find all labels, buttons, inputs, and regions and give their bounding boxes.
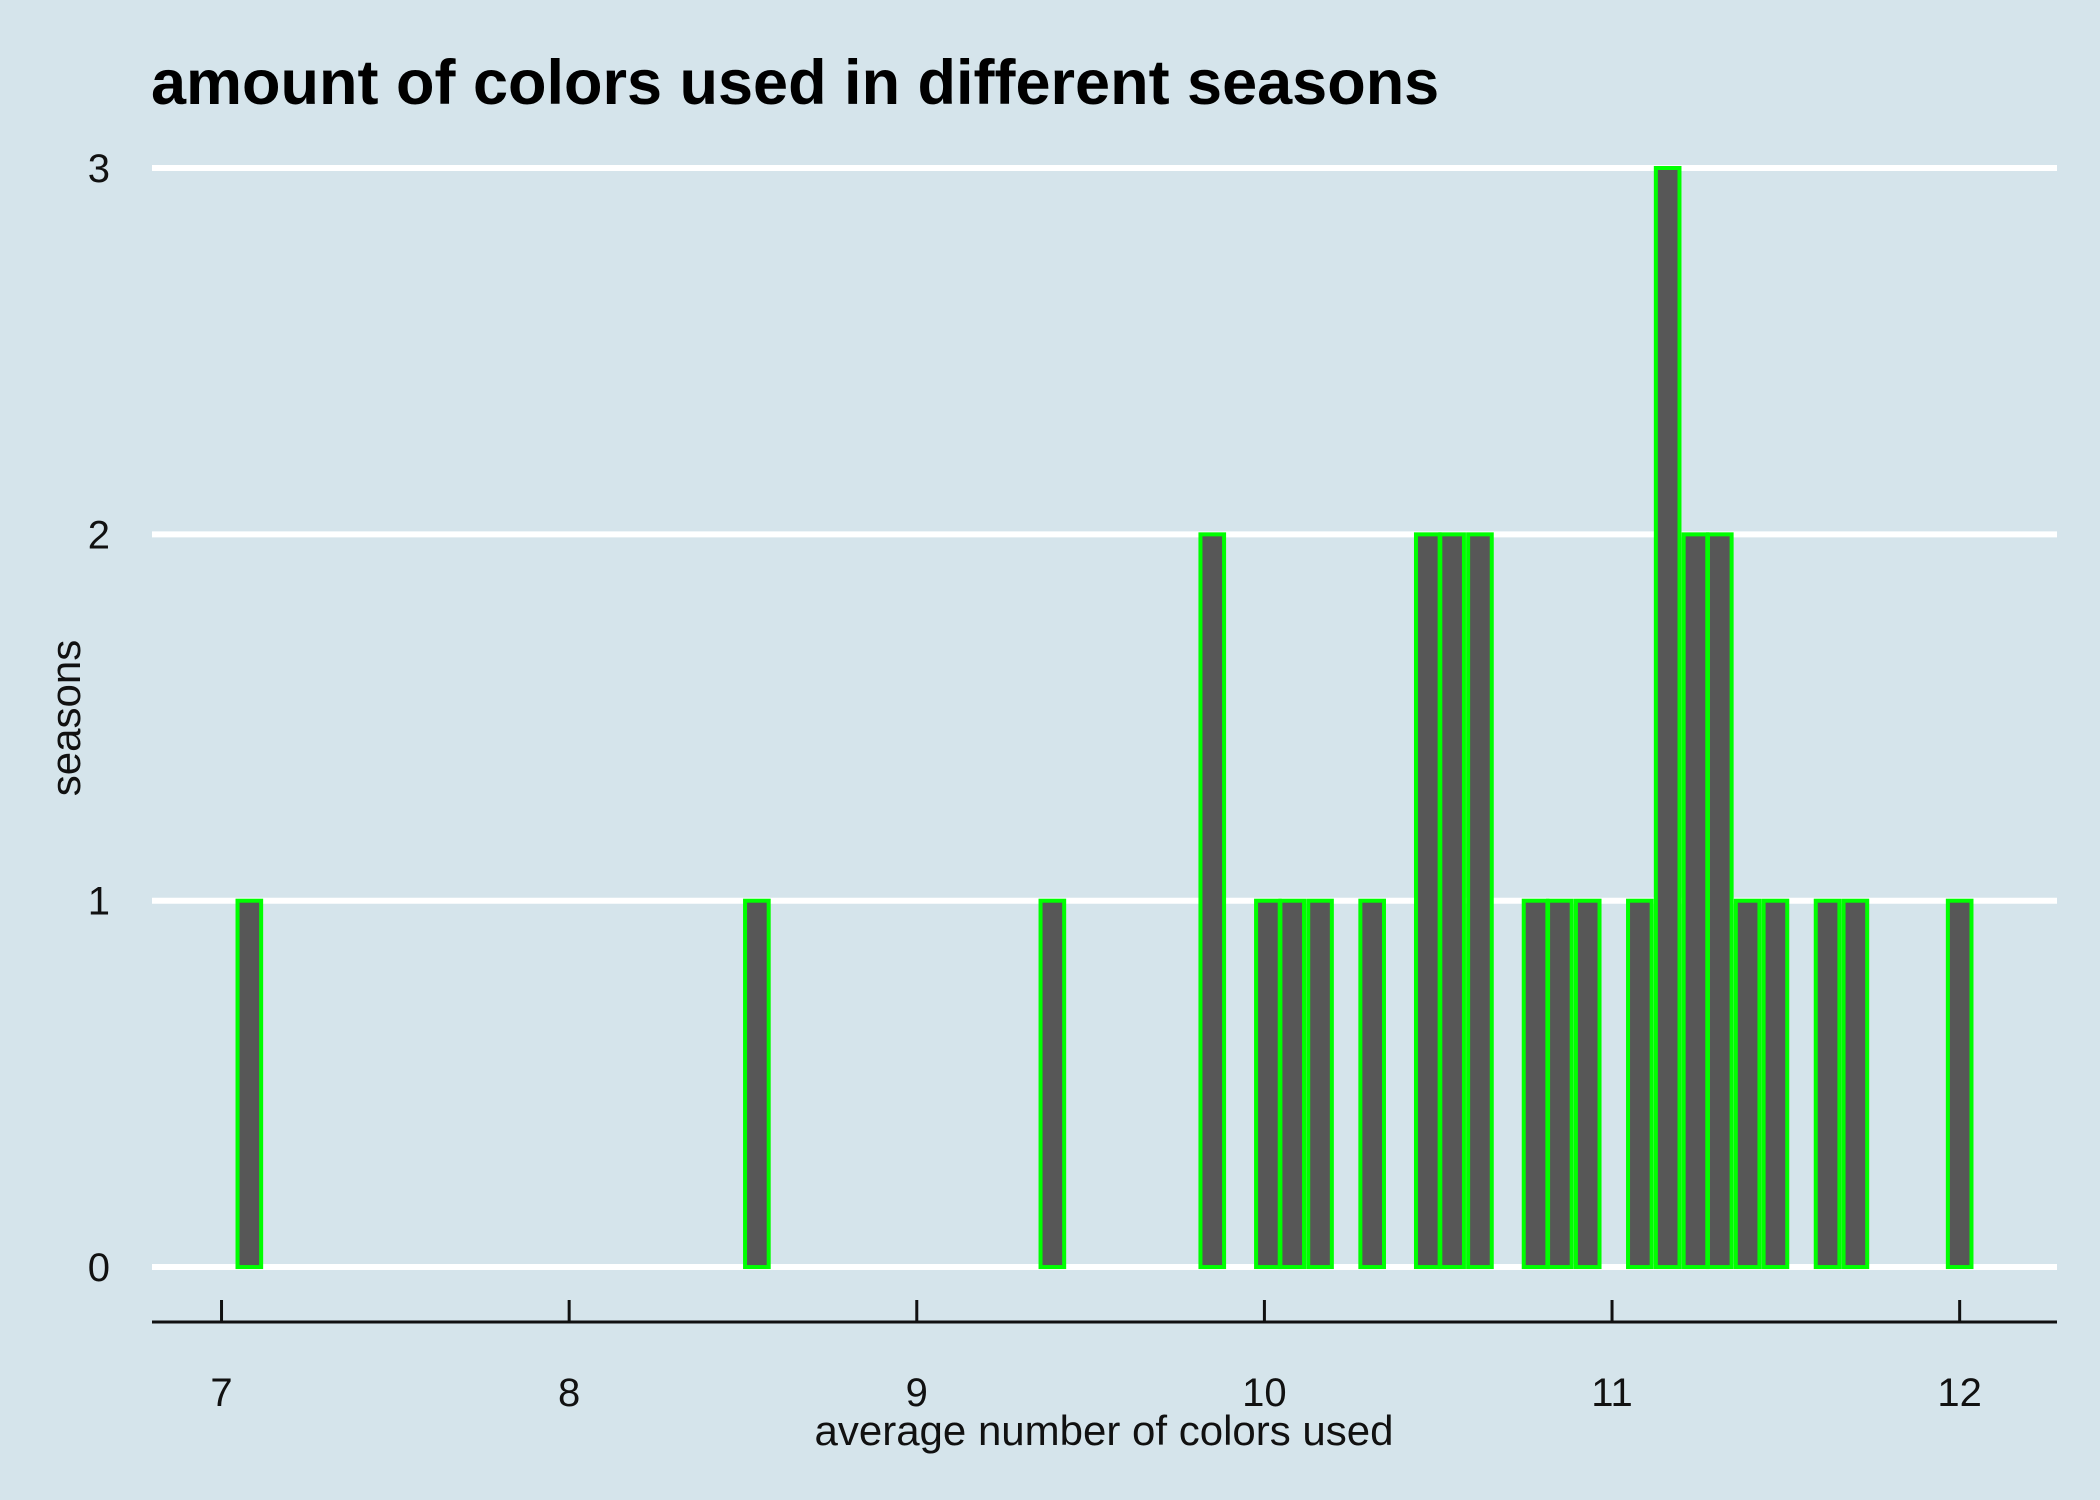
x-axis-label: average number of colors used — [815, 1407, 1394, 1454]
histogram-bar-16 — [1681, 532, 1710, 1270]
y-tick-label: 3 — [88, 147, 110, 191]
y-axis-ticks: 0 1 2 3 — [88, 147, 110, 1290]
histogram-bar-20 — [1813, 898, 1842, 1270]
x-tick-label: 7 — [210, 1371, 232, 1415]
histogram-bar-17 — [1705, 532, 1734, 1270]
x-tick-label: 9 — [906, 1371, 928, 1415]
histogram-bar-12 — [1546, 898, 1574, 1270]
histogram-bar-2 — [1038, 898, 1067, 1270]
x-tick-label: 11 — [1591, 1371, 1633, 1415]
y-tick-label: 1 — [88, 880, 110, 924]
x-tick-label: 10 — [1242, 1371, 1287, 1415]
histogram-bar-7 — [1358, 898, 1386, 1270]
histogram-bar-15 — [1653, 166, 1682, 1270]
histogram-bar-9 — [1438, 532, 1466, 1270]
histogram-bar-13 — [1573, 898, 1602, 1270]
y-tick-label: 2 — [88, 513, 110, 557]
histogram-bar-4 — [1254, 898, 1282, 1270]
histogram-bar-6 — [1306, 898, 1334, 1270]
histogram-bar-1 — [743, 898, 771, 1270]
x-tick-label: 8 — [558, 1371, 580, 1415]
histogram-bar-14 — [1626, 898, 1654, 1270]
histogram-bar-3 — [1198, 532, 1227, 1270]
histogram-bar-11 — [1521, 898, 1550, 1270]
histogram-bar-5 — [1278, 898, 1307, 1270]
y-tick-label: 0 — [88, 1246, 110, 1290]
histogram-bar-18 — [1733, 898, 1762, 1270]
histogram-bar-8 — [1413, 532, 1442, 1270]
x-axis-ticks: 7 8 9 10 11 12 — [210, 1300, 1982, 1415]
x-tick-label: 12 — [1937, 1371, 1982, 1415]
histogram-bar-10 — [1466, 532, 1494, 1270]
y-axis-label: seasons — [42, 640, 89, 796]
histogram-bar-22 — [1945, 898, 1974, 1270]
histogram-bar-21 — [1841, 898, 1870, 1270]
histogram-bar-0 — [235, 898, 264, 1270]
histogram-bars — [235, 166, 1974, 1270]
histogram-bar-19 — [1761, 898, 1790, 1270]
chart-title: amount of colors used in different seaso… — [151, 48, 1439, 118]
